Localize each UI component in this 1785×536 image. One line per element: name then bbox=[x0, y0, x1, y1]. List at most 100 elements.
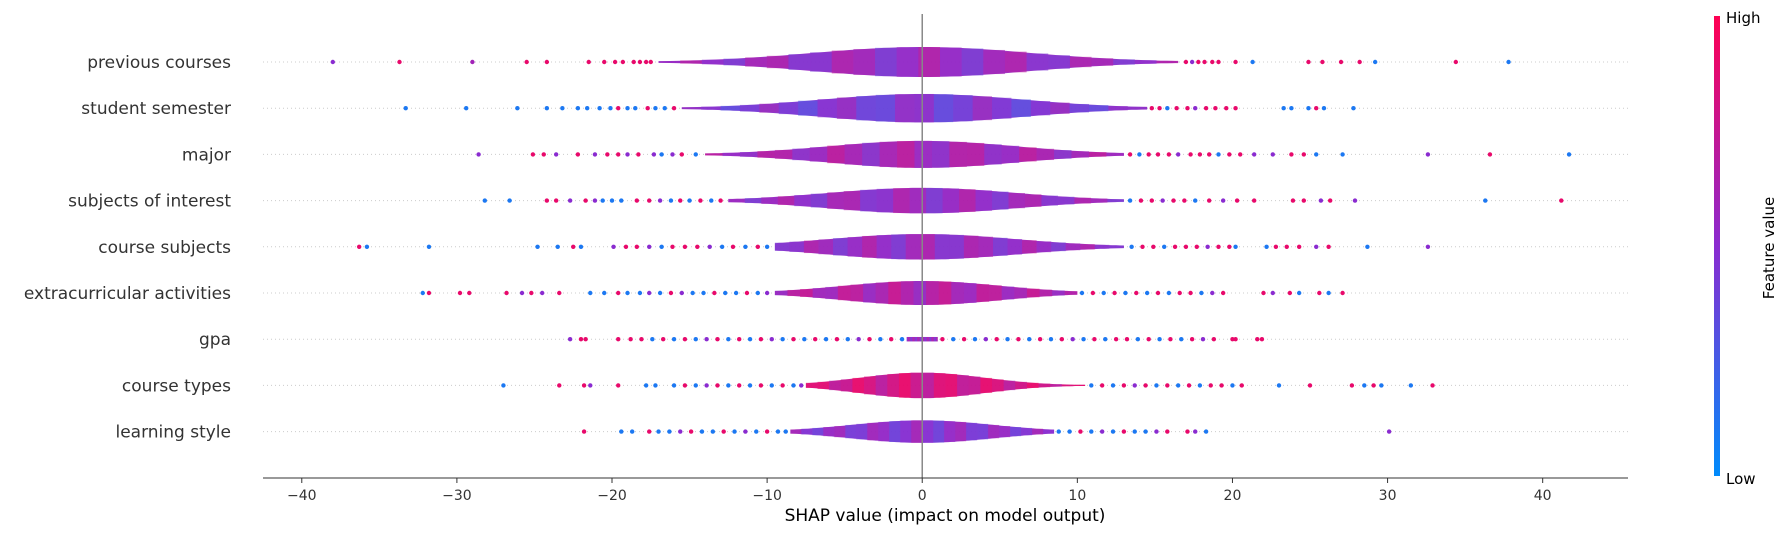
shap-point bbox=[709, 198, 714, 203]
violin-band bbox=[920, 234, 935, 260]
violin-band bbox=[818, 239, 834, 255]
violin-band bbox=[1026, 382, 1039, 389]
shap-point bbox=[1386, 429, 1392, 434]
shap-point bbox=[420, 290, 425, 296]
feature-rows: previous courses student semester major sub… bbox=[24, 47, 1628, 443]
shap-point bbox=[1483, 198, 1488, 203]
violin-band bbox=[812, 288, 826, 298]
shap-point bbox=[1149, 106, 1155, 111]
shap-point bbox=[764, 244, 770, 249]
violin-band bbox=[977, 423, 989, 440]
shap-point bbox=[578, 244, 584, 249]
shap-point bbox=[555, 244, 560, 249]
shap-point bbox=[1193, 198, 1198, 203]
violin-band bbox=[896, 47, 919, 77]
shap-point bbox=[1138, 198, 1144, 203]
shap-point bbox=[457, 290, 463, 296]
violin-band bbox=[860, 189, 877, 212]
x-axis: −40 −30 −20 −10 0 10 20 30 40 bbox=[263, 477, 1628, 504]
shap-point bbox=[802, 337, 807, 342]
shap-point bbox=[1318, 198, 1324, 203]
violin-band bbox=[900, 281, 914, 305]
shap-point bbox=[718, 198, 723, 203]
shap-point bbox=[600, 198, 605, 203]
feature-label: subjects of interest bbox=[68, 192, 231, 212]
shap-point bbox=[1264, 244, 1269, 249]
violin-band bbox=[1041, 195, 1058, 206]
violin-band bbox=[803, 240, 819, 254]
shap-point bbox=[653, 383, 658, 388]
shap-point bbox=[1189, 59, 1195, 65]
feature-label: previous courses bbox=[87, 53, 231, 73]
shap-point bbox=[1179, 337, 1184, 342]
shap-point bbox=[1327, 198, 1333, 203]
violin-band bbox=[955, 421, 967, 442]
shap-point bbox=[529, 290, 534, 296]
violin-band bbox=[1038, 383, 1051, 388]
shap-point bbox=[1227, 244, 1232, 249]
shap-point bbox=[690, 290, 695, 296]
shap-point bbox=[1326, 244, 1331, 249]
shap-point bbox=[710, 429, 716, 434]
shap-point bbox=[1154, 429, 1159, 434]
shap-point bbox=[1233, 106, 1238, 111]
shap-point bbox=[1425, 152, 1431, 157]
shap-point bbox=[1306, 59, 1311, 65]
shap-point bbox=[1506, 59, 1511, 65]
shap-point bbox=[1227, 152, 1232, 157]
shap-point bbox=[403, 106, 408, 111]
violin-band bbox=[934, 234, 950, 260]
violin-band bbox=[940, 47, 962, 77]
shap-point bbox=[1182, 198, 1187, 203]
shap-point bbox=[1233, 244, 1238, 249]
violin-band bbox=[926, 281, 939, 305]
shap-point bbox=[616, 152, 621, 157]
shap-point bbox=[1099, 383, 1105, 388]
violin-band bbox=[923, 336, 925, 342]
violin-band bbox=[875, 282, 889, 304]
shap-point bbox=[856, 337, 861, 342]
shap-point bbox=[715, 337, 720, 342]
shap-point bbox=[557, 290, 562, 296]
shap-point bbox=[1089, 429, 1094, 434]
violin-band bbox=[993, 237, 1008, 256]
shap-point bbox=[637, 59, 643, 65]
shap-point bbox=[1188, 290, 1193, 296]
violin-band bbox=[805, 382, 818, 389]
shap-point bbox=[723, 290, 728, 296]
shap-point bbox=[567, 198, 573, 203]
shap-point bbox=[961, 337, 967, 342]
shap-point bbox=[1059, 337, 1065, 342]
violin-band bbox=[863, 283, 876, 303]
shap-point bbox=[736, 337, 742, 342]
shap-point bbox=[1320, 59, 1325, 65]
violin-band bbox=[757, 151, 775, 158]
shap-point bbox=[1284, 244, 1289, 249]
violin-band bbox=[681, 107, 702, 110]
x-tick-label: −30 bbox=[442, 488, 472, 504]
shap-point bbox=[1206, 198, 1212, 203]
shap-point bbox=[1289, 152, 1294, 157]
violin-band bbox=[980, 377, 993, 393]
shap-point bbox=[1194, 244, 1199, 249]
violin-band bbox=[914, 140, 932, 168]
shap-point bbox=[1273, 244, 1279, 249]
violin-band bbox=[840, 379, 853, 392]
shap-point bbox=[1210, 59, 1215, 65]
shap-point bbox=[1037, 337, 1043, 342]
shap-point bbox=[634, 244, 640, 249]
shap-point bbox=[1210, 290, 1215, 296]
violin-band bbox=[906, 336, 909, 342]
shap-point bbox=[791, 337, 796, 342]
shap-point bbox=[1238, 152, 1243, 157]
shap-point bbox=[769, 337, 774, 342]
violin-band bbox=[945, 373, 958, 397]
shap-point bbox=[588, 290, 593, 296]
shap-point bbox=[693, 152, 698, 157]
violin-band bbox=[1088, 105, 1109, 112]
shap-point bbox=[575, 106, 581, 111]
shap-point bbox=[1143, 429, 1148, 434]
shap-point bbox=[1230, 337, 1235, 342]
shap-point bbox=[1189, 337, 1195, 342]
feature-row: subjects of interest bbox=[68, 187, 1628, 214]
